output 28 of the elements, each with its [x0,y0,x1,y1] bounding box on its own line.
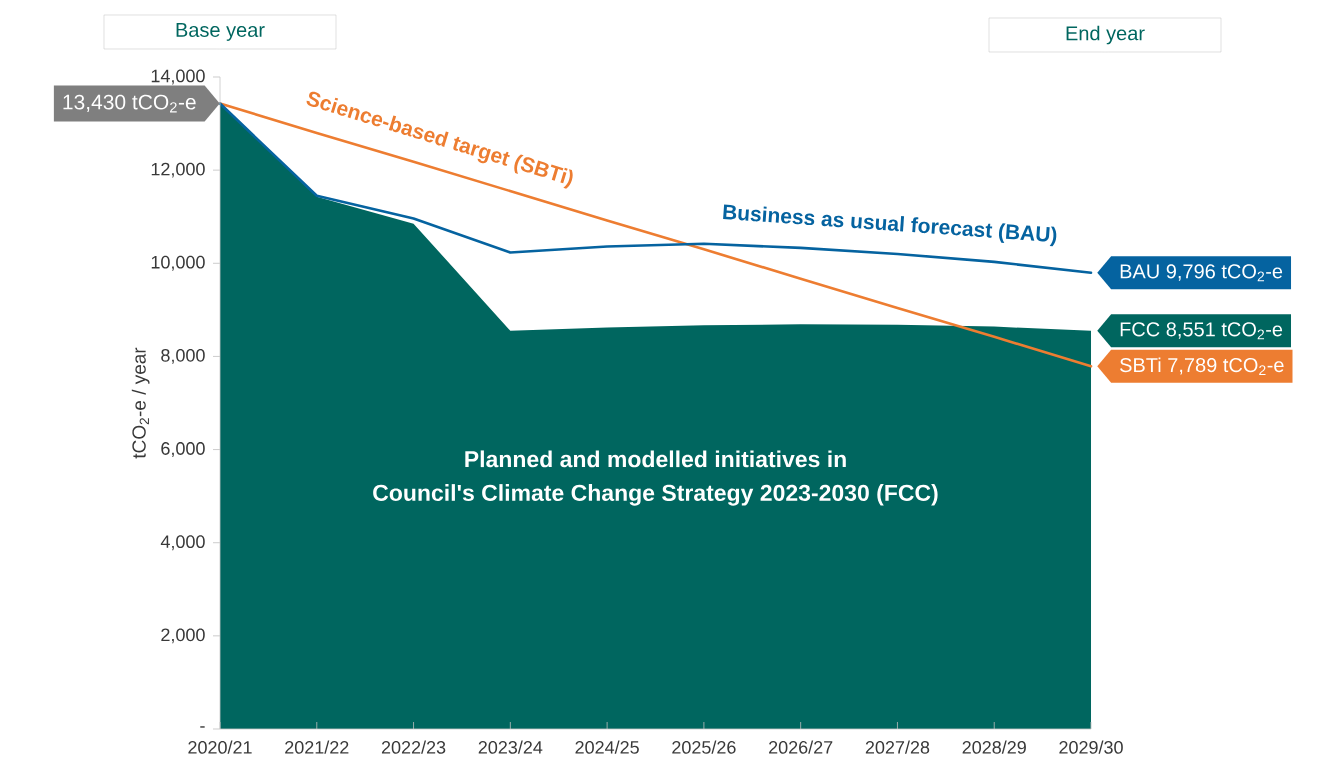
x-tick-label: 2027/28 [865,740,930,754]
series-label: Business as usual forecast (BAU) [723,204,1057,247]
y-tick-label: 2,000 [161,628,205,644]
annotation: Planned and modelled initiatives in [465,450,846,468]
y-tick-label: 12,000 [151,162,205,178]
text: End year [1066,25,1145,45]
y-tick-label: - [200,726,205,728]
text: Base year [176,23,265,41]
x-tick-label: 2023/24 [478,740,543,754]
x-tick-label: 2020/21 [188,740,252,754]
annotation: Council's Climate Change Strategy 2023-2030 (FCC) [373,484,938,506]
y-tick-label: 14,000 [151,69,205,85]
y-tick-label: 6,000 [161,442,205,458]
x-tick-label: 2025/26 [672,740,736,754]
annotation: BAU 9,796 tCO$_{2}$-e [1120,264,1283,282]
x-tick-label: 2024/25 [575,740,639,754]
annotation: SBTi 7,789 tCO$_{2}$-e [1120,357,1284,376]
x-tick-label: 2021/22 [285,740,349,754]
y-tick-label: 4,000 [160,535,205,551]
y-tick-label: 8,000 [161,348,205,364]
y-tick-label: 10,000 [151,255,205,271]
annotation: FCC 8,551 tCO$_{2}$-e [1120,322,1283,340]
x-tick-label: 2022/23 [381,740,446,754]
x-tick-label: 2026/27 [769,740,833,754]
x-tick-label: 2028/29 [962,740,1026,754]
x-tick-label: 2029/30 [1059,740,1123,754]
y-axis-title: tCO$_{2}$-e / year [131,347,150,459]
annotation: 13,430 tCO$_{2}$-e [63,94,196,113]
